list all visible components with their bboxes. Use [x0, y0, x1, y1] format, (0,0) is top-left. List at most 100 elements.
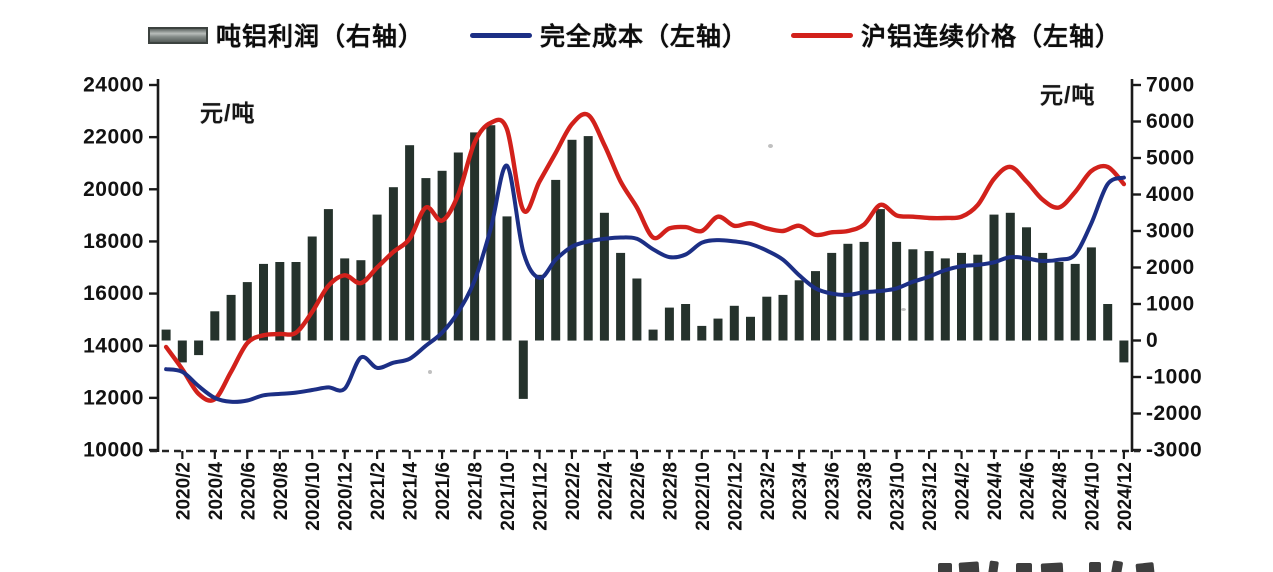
profit-bar [1022, 227, 1031, 341]
right-axis-tick-label: -3000 [1146, 439, 1202, 462]
scan-speck [901, 308, 906, 311]
profit-bar [518, 340, 528, 399]
profit-bar [470, 132, 480, 341]
profit-bar [697, 325, 707, 341]
profit-bar [405, 145, 415, 341]
profit-bar [924, 251, 934, 341]
profit-bar [908, 249, 918, 341]
profit-bar [388, 187, 398, 341]
x-axis-tick-label: 2024/2 [953, 462, 974, 520]
x-axis-tick-label: 2023/6 [823, 462, 844, 520]
profit-bar [340, 258, 350, 341]
legend-label-cost: 完全成本（左轴） [540, 23, 749, 51]
legend-label-profit: 吨铝利润（右轴） [216, 23, 425, 51]
profit-bar [843, 243, 853, 341]
left-axis-tick-label: 20000 [83, 178, 144, 201]
x-axis-tick-label: 2023/4 [790, 462, 811, 521]
right-axis-tick-label: 3000 [1146, 220, 1195, 243]
x-axis-tick-label: 2021/8 [466, 462, 487, 520]
x-axis-tick-label: 2021/12 [531, 462, 552, 531]
profit-bar [291, 262, 301, 341]
profit-bar [259, 263, 268, 341]
x-axis-tick-label: 2022/12 [725, 462, 746, 531]
profit-bar [599, 212, 609, 341]
profit-bar [307, 236, 317, 341]
x-axis-tick-label: 2024/10 [1082, 462, 1103, 531]
right-axis-tick-label: 6000 [1146, 110, 1195, 133]
x-axis-tick-label: 2023/2 [758, 462, 779, 520]
bar-swatch-icon [148, 26, 208, 44]
profit-bar [616, 252, 626, 341]
x-axis-tick-label: 2020/8 [271, 462, 292, 520]
x-axis-tick-label: 2020/2 [173, 462, 194, 520]
profit-bar [567, 139, 577, 341]
left-axis-tick-label: 14000 [83, 334, 144, 357]
profit-bar [1119, 340, 1129, 363]
right-axis-tick-label: 1000 [1146, 293, 1195, 316]
scan-speck [428, 370, 432, 374]
x-axis-tick-label: 2021/6 [433, 462, 454, 520]
x-axis-tick-label: 2020/10 [303, 462, 324, 531]
cost-line [164, 163, 1126, 404]
profit-bar [681, 304, 691, 341]
profit-bar [323, 209, 333, 341]
left-axis-unit-label: 元/吨 [200, 100, 256, 126]
profit-bar [811, 271, 820, 341]
profit-bar [161, 329, 171, 341]
profit-bar [535, 274, 544, 341]
profit-bar [664, 307, 674, 341]
profit-bar [1070, 263, 1080, 341]
x-axis-tick-label: 2020/4 [206, 462, 227, 521]
cropped-caption-artifact [938, 559, 1208, 572]
profit-bar [989, 214, 999, 341]
profit-bar [1054, 262, 1064, 341]
right-axis-tick-label: -2000 [1146, 402, 1202, 425]
x-axis-tick-label: 2022/8 [660, 462, 681, 520]
profit-bar [762, 296, 772, 341]
profit-bar [632, 278, 642, 341]
x-axis-tick-label: 2022/2 [563, 462, 584, 520]
profit-bar [957, 252, 966, 341]
left-axis-tick-label: 22000 [83, 126, 144, 149]
left-axis-tick-label: 10000 [83, 439, 144, 462]
legend-item-price: 沪铝连续价格（左轴） [791, 20, 1121, 51]
line-swatch-icon-red [791, 32, 853, 38]
profit-bar [1086, 247, 1096, 341]
right-axis-tick-label: 4000 [1146, 183, 1195, 206]
profit-bar [502, 216, 512, 341]
x-axis-tick-label: 2020/12 [336, 462, 357, 531]
x-axis-tick-label: 2022/10 [693, 462, 714, 531]
profit-bar [177, 340, 187, 363]
profit-bar [583, 136, 593, 341]
profit-bar [1038, 252, 1048, 341]
profit-bar [453, 152, 463, 341]
x-axis-tick-label: 2024/4 [985, 462, 1006, 521]
right-axis-unit-label: 元/吨 [1040, 82, 1096, 108]
x-axis-tick-label: 2024/6 [1018, 462, 1039, 520]
profit-bar [973, 254, 983, 341]
profit-bar [729, 305, 739, 341]
x-axis-tick-label: 2022/4 [595, 462, 616, 521]
x-axis-tick-label: 2023/10 [888, 462, 909, 531]
legend-item-cost: 完全成本（左轴） [470, 20, 749, 51]
x-axis-tick-label: 2024/8 [1050, 462, 1071, 520]
right-axis-tick-label: 0 [1146, 329, 1158, 352]
profit-bar [356, 260, 366, 341]
profit-bar [372, 214, 382, 341]
scan-speck [768, 144, 773, 148]
profit-bar [210, 311, 220, 341]
price-line [163, 111, 1127, 403]
x-axis-tick-label: 2024/12 [1115, 462, 1136, 531]
right-axis-tick-label: 5000 [1146, 147, 1195, 170]
profit-bar [194, 340, 204, 356]
profit-bar [746, 316, 755, 341]
profit-bar [648, 329, 658, 341]
right-axis-tick-label: 2000 [1146, 256, 1195, 279]
profit-bar [940, 258, 950, 341]
right-axis-tick-label: -1000 [1146, 366, 1202, 389]
profit-bar [794, 280, 804, 341]
legend-item-profit: 吨铝利润（右轴） [148, 20, 425, 51]
left-axis-tick-label: 12000 [83, 386, 144, 409]
